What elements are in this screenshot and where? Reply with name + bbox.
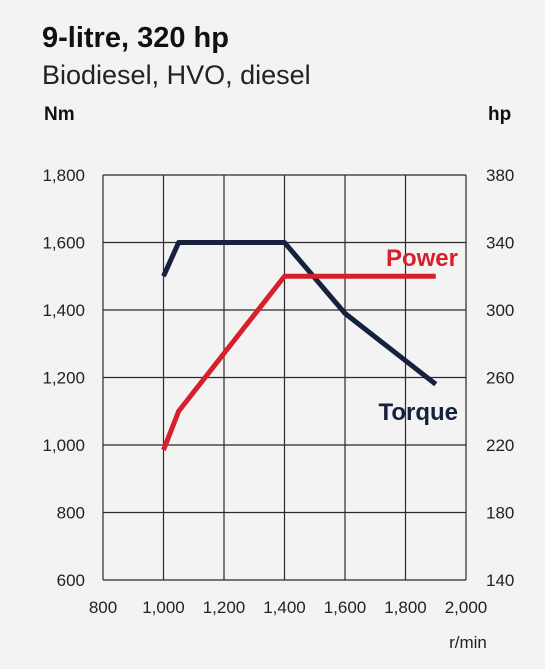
x-axis-label: r/min	[449, 633, 487, 652]
x-tick-label: 1,600	[324, 598, 367, 617]
y-axis-label-right: hp	[488, 104, 512, 125]
y-tick-label-right: 180	[486, 504, 514, 523]
y-tick-label-left: 1,400	[42, 301, 85, 320]
series-label-torque: Torque	[378, 399, 458, 426]
y-tick-label-left: 1,600	[42, 234, 85, 253]
y-tick-label-right: 380	[486, 166, 514, 185]
y-tick-label-left: 600	[57, 571, 85, 590]
y-tick-label-right: 260	[486, 369, 514, 388]
y-tick-label-right: 140	[486, 571, 514, 590]
x-tick-label: 800	[89, 598, 117, 617]
y-axis-label-left: Nm	[44, 104, 75, 125]
y-tick-label-left: 1,000	[42, 436, 85, 455]
series-label-power: Power	[386, 245, 458, 272]
y-tick-label-right: 300	[486, 301, 514, 320]
y-tick-label-left: 1,200	[42, 369, 85, 388]
y-tick-label-right: 220	[486, 436, 514, 455]
x-tick-label: 1,000	[142, 598, 185, 617]
y-tick-label-left: 800	[57, 504, 85, 523]
series-line-power	[161, 273, 436, 451]
y-tick-label-left: 1,800	[42, 166, 85, 185]
x-tick-label: 1,800	[384, 598, 427, 617]
x-tick-label: 1,400	[263, 598, 306, 617]
chart-subtitle: Biodiesel, HVO, diesel	[42, 60, 311, 90]
x-tick-label: 1,200	[203, 598, 246, 617]
series-line-torque	[161, 240, 438, 387]
y-tick-label-right: 340	[486, 234, 514, 253]
x-tick-label: 2,000	[445, 598, 488, 617]
chart-title: 9-litre, 320 hp	[42, 22, 229, 54]
